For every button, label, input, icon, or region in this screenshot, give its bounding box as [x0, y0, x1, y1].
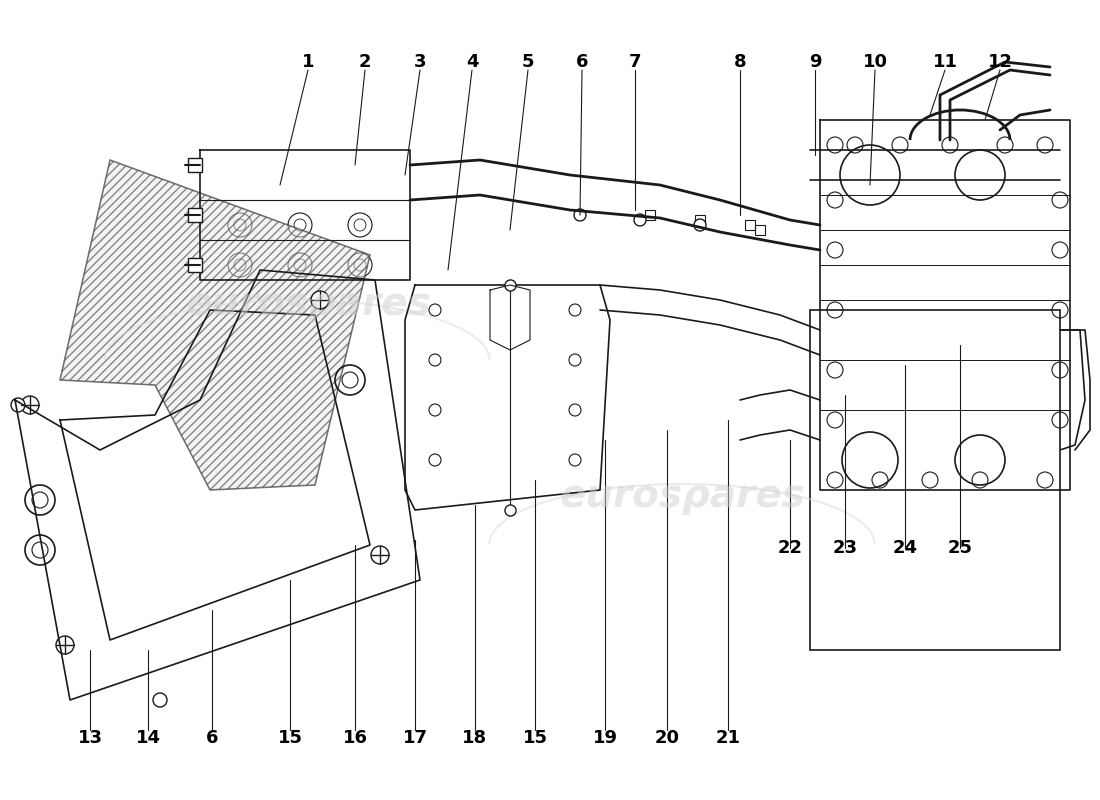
- Text: 13: 13: [77, 729, 102, 747]
- Text: 19: 19: [593, 729, 617, 747]
- Circle shape: [21, 396, 38, 414]
- Text: 15: 15: [522, 729, 548, 747]
- Text: 23: 23: [833, 539, 858, 557]
- Text: 24: 24: [892, 539, 917, 557]
- Text: 9: 9: [808, 53, 822, 71]
- Circle shape: [153, 693, 167, 707]
- Text: 22: 22: [778, 539, 803, 557]
- Bar: [745, 220, 755, 230]
- Text: 18: 18: [462, 729, 487, 747]
- Text: eurosρares: eurosρares: [185, 285, 431, 323]
- Circle shape: [371, 546, 389, 564]
- Text: 11: 11: [933, 53, 957, 71]
- Bar: [645, 210, 654, 220]
- Text: 15: 15: [277, 729, 302, 747]
- Text: 25: 25: [947, 539, 972, 557]
- Text: 6: 6: [206, 729, 218, 747]
- Circle shape: [311, 291, 329, 309]
- Text: 6: 6: [575, 53, 589, 71]
- Bar: [695, 215, 705, 225]
- Text: 17: 17: [403, 729, 428, 747]
- Text: 10: 10: [862, 53, 888, 71]
- Polygon shape: [60, 160, 370, 490]
- Text: 4: 4: [465, 53, 478, 71]
- Text: 20: 20: [654, 729, 680, 747]
- Text: 3: 3: [414, 53, 427, 71]
- Text: 2: 2: [359, 53, 372, 71]
- Text: 14: 14: [135, 729, 161, 747]
- Text: 16: 16: [342, 729, 367, 747]
- Circle shape: [694, 219, 706, 231]
- Circle shape: [634, 214, 646, 226]
- Text: 8: 8: [734, 53, 746, 71]
- Bar: [755, 225, 764, 235]
- Text: 21: 21: [715, 729, 740, 747]
- Text: 1: 1: [301, 53, 315, 71]
- Text: 5: 5: [521, 53, 535, 71]
- Circle shape: [56, 636, 74, 654]
- Text: 7: 7: [629, 53, 641, 71]
- Text: eurosρares: eurosρares: [559, 477, 805, 515]
- Circle shape: [574, 209, 586, 221]
- Text: 12: 12: [988, 53, 1012, 71]
- Circle shape: [11, 398, 25, 412]
